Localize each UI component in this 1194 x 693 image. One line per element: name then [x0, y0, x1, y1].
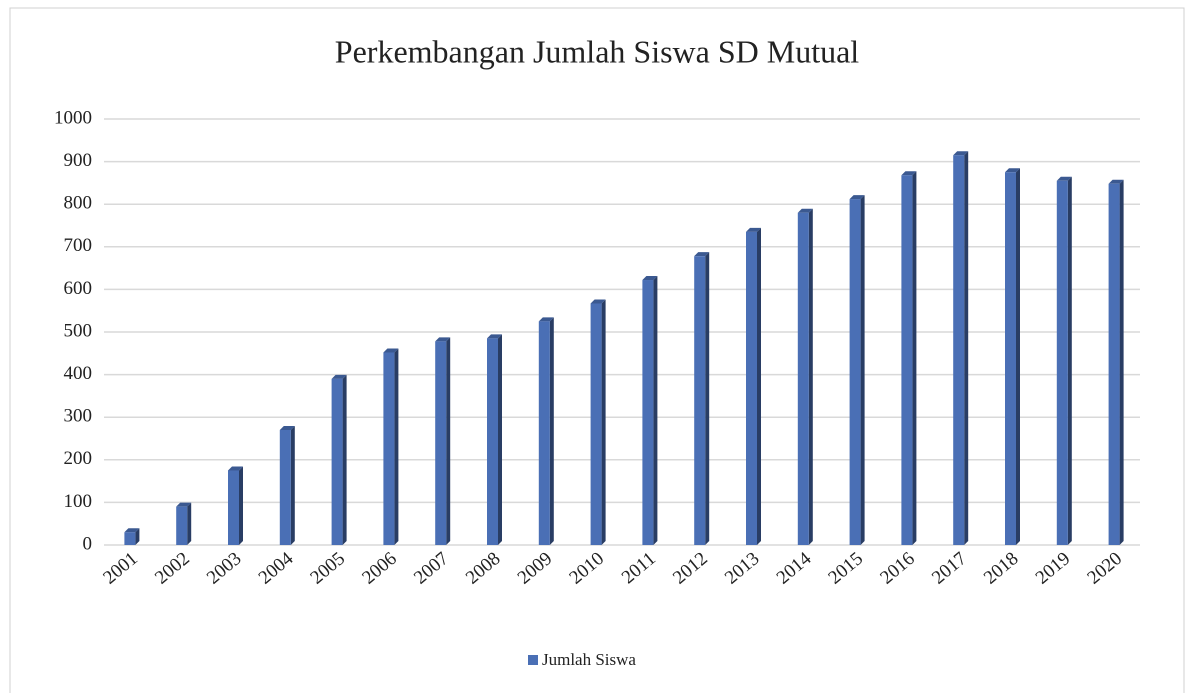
y-tick-label: 100: [64, 491, 93, 512]
bar-face: [953, 155, 964, 545]
x-tick-label: 2010: [566, 548, 609, 589]
x-tick-label: 2011: [618, 548, 660, 588]
x-tick-label: 2019: [1032, 548, 1075, 589]
y-tick-label: 300: [64, 406, 93, 427]
y-tick-label: 700: [64, 235, 93, 256]
bar: [850, 195, 865, 545]
bar-face: [705, 252, 709, 545]
bar-face: [653, 276, 657, 545]
bar-face: [239, 466, 243, 545]
x-tick-label: 2013: [721, 548, 764, 589]
bar-face: [602, 299, 606, 545]
x-tick-label: 2007: [410, 548, 453, 589]
bar: [280, 426, 295, 545]
chart: Perkembangan Jumlah Siswa SD Mutual 0 100…: [0, 0, 1194, 693]
bar-face: [642, 280, 653, 545]
x-tick-label: 2017: [928, 548, 971, 589]
bar: [332, 375, 347, 545]
chart-title: Perkembangan Jumlah Siswa SD Mutual: [335, 33, 860, 69]
bar: [798, 209, 813, 545]
bar: [1057, 177, 1072, 545]
bar-face: [746, 232, 757, 545]
bar-face: [332, 379, 343, 545]
legend-swatch: [528, 655, 538, 665]
y-tick-label: 600: [64, 278, 93, 299]
bar: [1109, 180, 1124, 545]
bar-face: [539, 321, 550, 545]
bar: [228, 466, 243, 545]
bar: [383, 348, 398, 545]
bar: [124, 528, 139, 545]
bar-face: [591, 303, 602, 545]
bar-face: [1057, 181, 1068, 545]
bar-face: [435, 341, 446, 545]
bar-face: [850, 199, 861, 545]
bar-face: [487, 338, 498, 545]
y-tick-label: 1000: [54, 107, 92, 128]
bar: [487, 334, 502, 545]
bar: [176, 503, 191, 545]
legend-label: Jumlah Siswa: [542, 650, 636, 669]
bar-face: [291, 426, 295, 545]
bar-face: [901, 175, 912, 545]
y-tick-label: 500: [64, 320, 93, 341]
y-tick-label: 800: [64, 193, 93, 214]
x-tick-label: 2016: [876, 548, 919, 589]
bar: [1005, 168, 1020, 545]
bar: [746, 228, 761, 545]
bar-face: [1005, 172, 1016, 545]
x-tick-label: 2002: [151, 548, 194, 589]
bar: [435, 337, 450, 545]
bar: [642, 276, 657, 545]
y-tick-label: 0: [83, 533, 93, 554]
bar-face: [228, 470, 239, 545]
x-tick-label: 2004: [255, 548, 298, 589]
bar-face: [1068, 177, 1072, 545]
x-tick-label: 2001: [99, 548, 142, 589]
y-tick-label: 900: [64, 150, 93, 171]
bar-face: [798, 213, 809, 545]
bar-face: [550, 317, 554, 545]
bar-face: [383, 352, 394, 545]
bar-face: [394, 348, 398, 545]
bar-face: [1016, 168, 1020, 545]
x-tick-label: 2005: [307, 548, 350, 589]
x-tick-label: 2008: [462, 548, 505, 589]
bar-face: [809, 209, 813, 545]
bar-face: [280, 430, 291, 545]
bar-face: [861, 195, 865, 545]
bar-face: [964, 151, 968, 545]
bar-face: [176, 507, 187, 545]
x-tick-label: 2006: [358, 548, 401, 589]
y-tick-label: 200: [64, 448, 93, 469]
x-tick-label: 2018: [980, 548, 1023, 589]
x-tick-label: 2009: [514, 548, 557, 589]
x-tick-label: 2012: [669, 548, 712, 589]
x-tick-label: 2015: [825, 548, 868, 589]
x-tick-label: 2014: [773, 548, 816, 589]
bar: [694, 252, 709, 545]
bar-face: [912, 171, 916, 545]
bar-face: [1109, 184, 1120, 545]
bar-face: [694, 256, 705, 545]
bar-face: [124, 532, 135, 545]
bar: [539, 317, 554, 545]
bar-face: [187, 503, 191, 545]
bar-face: [757, 228, 761, 545]
bar: [901, 171, 916, 545]
bar: [953, 151, 968, 545]
bar: [591, 299, 606, 545]
x-tick-label: 2003: [203, 548, 246, 589]
bar-face: [343, 375, 347, 545]
bar-face: [446, 337, 450, 545]
y-tick-label: 400: [64, 363, 93, 384]
bar-face: [1120, 180, 1124, 545]
bar-face: [498, 334, 502, 545]
x-tick-label: 2020: [1084, 548, 1127, 589]
